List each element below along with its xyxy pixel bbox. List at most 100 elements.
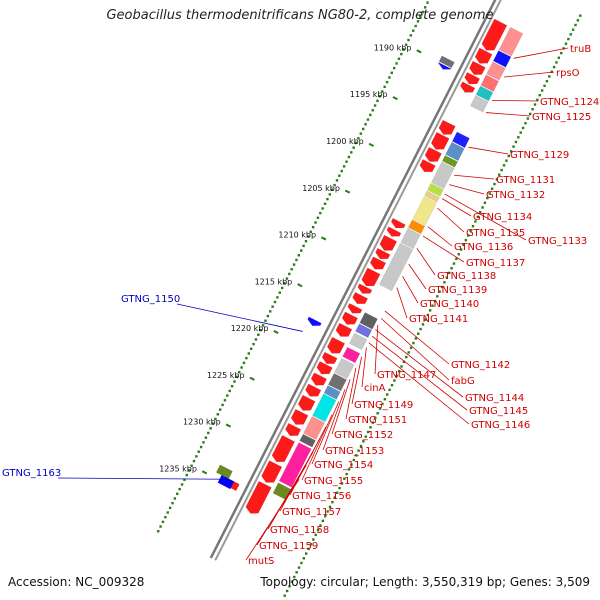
gene-label[interactable]: GTNG_1131 [496, 175, 555, 186]
position-tick [495, 178, 499, 181]
position-tick [321, 519, 325, 523]
position-tick [371, 421, 375, 424]
gene-label[interactable]: GTNG_1147 [377, 370, 436, 381]
gene-label[interactable]: GTNG_1146 [471, 420, 530, 431]
label-leader-line [492, 100, 539, 102]
kbp-tick [297, 283, 303, 288]
gene-label[interactable]: GTNG_1156 [292, 491, 351, 502]
gene-label[interactable]: GTNG_1144 [465, 393, 524, 404]
position-tick [500, 168, 503, 172]
label-leader-line [454, 174, 495, 180]
accession-text: Accession: NC_009328 [8, 575, 145, 589]
reverse-gene [438, 55, 455, 69]
position-tick [383, 85, 386, 89]
gene-label[interactable]: GTNG_1124 [540, 97, 599, 108]
position-tick [548, 75, 551, 78]
position-tick [273, 300, 277, 304]
cog-feature [312, 393, 337, 423]
position-tick [171, 501, 174, 505]
position-tick [197, 450, 200, 453]
gene-label[interactable]: GTNG_1129 [510, 150, 569, 161]
gene-label[interactable]: GTNG_1125 [532, 112, 591, 123]
forward-gene [310, 372, 328, 386]
gene-label[interactable]: truB [570, 44, 591, 55]
position-tick [505, 159, 508, 162]
gene-label[interactable]: GTNG_1159 [259, 541, 318, 552]
position-tick [302, 244, 305, 248]
kbp-label: 1200 kbp [326, 137, 364, 146]
position-tick [374, 416, 377, 420]
gene-label[interactable]: GTNG_1163 [2, 468, 61, 479]
gene-label[interactable]: GTNG_1154 [314, 460, 373, 471]
position-tick [199, 445, 203, 449]
gene-label[interactable]: GTNG_1135 [466, 228, 525, 239]
gene-label[interactable]: cinA [364, 383, 386, 394]
position-tick [347, 155, 351, 159]
gene-label[interactable]: GTNG_1139 [428, 285, 487, 296]
gene-label[interactable]: GTNG_1137 [466, 258, 525, 269]
gene-label[interactable]: GTNG_1138 [437, 271, 496, 282]
position-tick [402, 48, 405, 51]
position-tick [574, 23, 577, 27]
position-tick [359, 132, 363, 135]
position-tick [271, 305, 274, 308]
gene-label[interactable]: fabG [451, 376, 475, 387]
forward-gene [352, 291, 369, 305]
position-tick [438, 290, 441, 293]
position-tick [552, 65, 556, 69]
position-tick [409, 34, 413, 37]
gene-label[interactable]: GTNG_1132 [486, 190, 545, 201]
kbp-tick [320, 236, 327, 241]
gene-label[interactable]: GTNG_1149 [354, 400, 413, 411]
position-tick [300, 249, 303, 252]
position-tick [293, 575, 296, 579]
forward-gene [297, 394, 316, 411]
backbone [209, 0, 502, 561]
position-tick [457, 253, 460, 256]
position-tick [264, 319, 267, 322]
position-tick [400, 52, 403, 56]
label-leader-line [441, 198, 472, 217]
gene-label[interactable]: GTNG_1136 [454, 242, 513, 253]
position-tick [378, 407, 382, 410]
position-tick [514, 140, 518, 144]
position-tick [309, 230, 312, 234]
gene-label[interactable]: GTNG_1133 [528, 236, 587, 247]
gene-label[interactable]: GTNG_1134 [473, 212, 532, 223]
position-tick [443, 281, 446, 284]
position-tick [297, 566, 301, 569]
gene-label[interactable]: GTNG_1151 [348, 415, 407, 426]
position-tick [474, 220, 477, 223]
gene-label[interactable]: GTNG_1145 [469, 406, 528, 417]
label-leader-line [402, 276, 419, 304]
position-tick [373, 104, 377, 107]
label-leader-line [468, 146, 509, 155]
gene-label[interactable]: GTNG_1158 [270, 525, 329, 536]
gene-label[interactable]: GTNG_1153 [325, 446, 384, 457]
position-tick [383, 398, 387, 401]
gene-label[interactable]: GTNG_1141 [409, 314, 468, 325]
position-tick [302, 557, 306, 560]
gene-label[interactable]: rpsO [556, 68, 580, 79]
gene-label[interactable]: mutS [248, 556, 274, 567]
position-tick [221, 403, 224, 407]
gene-label[interactable]: GTNG_1157 [282, 507, 341, 518]
gene-label[interactable]: GTNG_1152 [334, 430, 393, 441]
gene-label[interactable]: GTNG_1142 [451, 360, 510, 371]
gene-label[interactable]: GTNG_1150 [121, 294, 180, 305]
cog-feature [408, 219, 426, 235]
position-tick [326, 510, 329, 513]
position-tick [235, 375, 239, 379]
position-tick [307, 547, 310, 551]
position-tick [538, 93, 541, 97]
forward-gene [341, 311, 359, 325]
position-tick [361, 127, 365, 131]
gene-label[interactable]: GTNG_1140 [420, 299, 479, 310]
position-tick [421, 10, 424, 14]
position-tick [312, 538, 315, 541]
kbp-ruler: 1190 kbp 1195 kbp 1200 kbp 1205 kbp 1210 kbp… [159, 43, 422, 475]
position-tick [366, 118, 370, 121]
forward-gene [390, 217, 406, 229]
gene-label[interactable]: GTNG_1155 [304, 476, 363, 487]
position-tick [342, 165, 346, 168]
